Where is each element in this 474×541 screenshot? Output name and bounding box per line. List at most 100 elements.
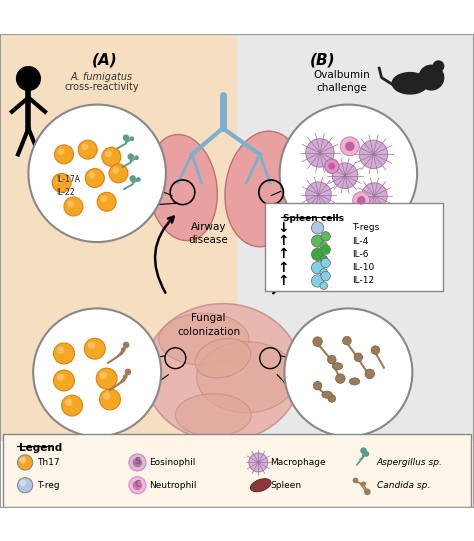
Circle shape [33,308,161,437]
Circle shape [365,369,374,379]
Circle shape [357,196,365,204]
Circle shape [371,346,380,354]
Text: Spleen: Spleen [270,481,301,490]
Circle shape [364,489,371,495]
Circle shape [306,182,331,207]
Circle shape [123,135,129,141]
Circle shape [55,145,73,164]
Text: ↑: ↑ [277,247,289,261]
Circle shape [18,478,33,493]
FancyBboxPatch shape [0,34,237,441]
Text: A. fumigatus: A. fumigatus [71,72,133,82]
Circle shape [19,479,26,486]
Circle shape [82,143,88,150]
Circle shape [321,232,330,241]
Circle shape [100,372,107,379]
Circle shape [320,282,328,289]
Circle shape [65,399,73,406]
Circle shape [340,137,359,156]
Text: Candida sp.: Candida sp. [377,481,430,490]
Circle shape [364,451,369,457]
Circle shape [123,341,129,348]
Text: Airway
disease: Airway disease [189,222,228,245]
Circle shape [419,65,444,90]
Circle shape [100,389,120,410]
Circle shape [17,67,40,90]
Circle shape [129,477,146,494]
Circle shape [89,172,95,179]
Text: IL-4: IL-4 [352,236,369,246]
Ellipse shape [145,304,301,441]
Circle shape [284,308,412,437]
Circle shape [28,104,166,242]
Circle shape [320,242,328,249]
Circle shape [85,169,104,188]
Circle shape [433,61,444,71]
Circle shape [129,136,134,141]
Circle shape [100,196,107,202]
Text: Legend: Legend [19,443,62,453]
Circle shape [311,261,324,274]
Circle shape [78,140,97,159]
Circle shape [67,200,74,207]
FancyBboxPatch shape [3,433,471,506]
Circle shape [18,455,33,470]
Text: cross-reactivity: cross-reactivity [64,82,139,91]
Circle shape [96,368,117,389]
Circle shape [103,392,110,400]
Circle shape [249,453,268,472]
Circle shape [345,142,355,151]
Circle shape [362,183,387,208]
Circle shape [109,164,128,183]
Circle shape [136,177,141,182]
Text: IL-6: IL-6 [352,250,369,259]
Circle shape [105,150,112,157]
Ellipse shape [175,394,251,437]
Text: ↓: ↓ [277,221,289,235]
Text: C: C [135,480,140,489]
Circle shape [311,275,324,287]
Circle shape [311,248,324,261]
Ellipse shape [332,362,343,370]
Circle shape [112,167,119,174]
Circle shape [128,154,134,160]
Circle shape [311,222,324,234]
Ellipse shape [322,391,332,398]
Circle shape [321,258,330,268]
Text: Ovalbumin
challenge: Ovalbumin challenge [313,70,370,94]
Circle shape [328,395,336,403]
Text: T-regs: T-regs [352,223,379,232]
Ellipse shape [225,131,304,247]
Text: ↑: ↑ [277,234,289,248]
Circle shape [62,395,82,416]
Circle shape [134,155,139,160]
Circle shape [353,478,358,483]
Ellipse shape [148,135,217,241]
Text: (A): (A) [91,52,117,67]
Circle shape [121,347,126,352]
Ellipse shape [250,479,271,492]
Circle shape [57,373,64,381]
Circle shape [343,337,351,345]
Text: Macrophage: Macrophage [270,458,326,467]
Circle shape [129,175,136,182]
Text: IL-17A
IL-22: IL-17A IL-22 [56,175,80,197]
Circle shape [55,177,62,183]
Circle shape [54,370,74,391]
Circle shape [336,374,345,384]
Circle shape [123,374,128,379]
FancyBboxPatch shape [265,203,443,291]
Text: ↑: ↑ [277,261,289,275]
Circle shape [313,337,322,346]
Ellipse shape [392,72,428,94]
Circle shape [54,343,74,364]
Circle shape [328,355,336,364]
Circle shape [359,140,388,169]
Circle shape [84,338,105,359]
Circle shape [360,447,367,454]
Circle shape [361,481,366,486]
Circle shape [19,457,26,464]
Circle shape [354,353,363,361]
Ellipse shape [197,341,296,413]
Text: Spleen cells: Spleen cells [283,214,344,222]
